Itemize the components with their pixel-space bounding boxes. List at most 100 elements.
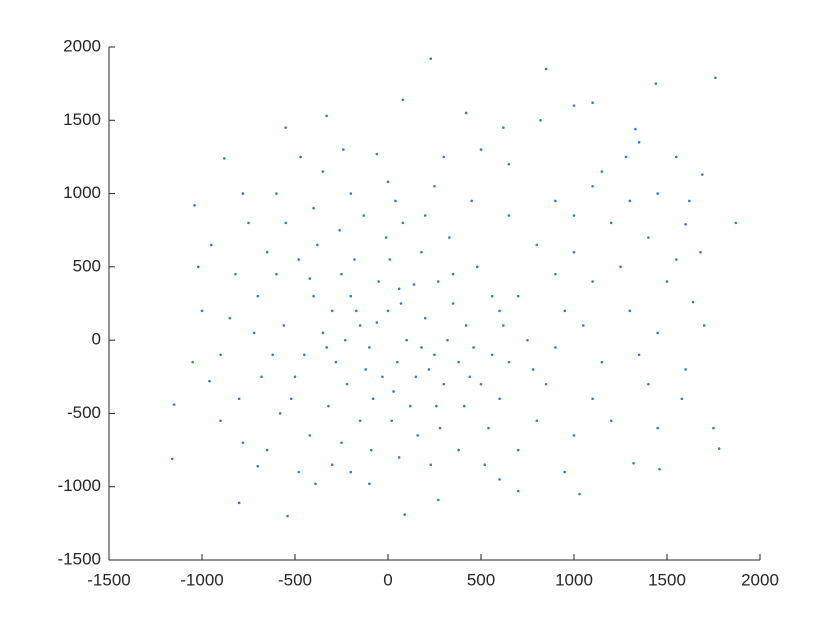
point bbox=[684, 223, 687, 226]
point bbox=[312, 206, 315, 210]
point bbox=[442, 155, 446, 159]
point bbox=[210, 243, 213, 247]
point bbox=[234, 272, 237, 276]
point bbox=[241, 192, 245, 195]
point bbox=[526, 338, 529, 342]
point bbox=[544, 67, 548, 71]
point bbox=[284, 126, 288, 129]
point bbox=[462, 404, 466, 408]
point bbox=[572, 434, 576, 437]
point bbox=[634, 127, 637, 131]
point bbox=[327, 404, 330, 408]
point bbox=[289, 397, 293, 401]
x-tick-label: 500 bbox=[467, 570, 495, 589]
point bbox=[399, 302, 403, 305]
point bbox=[535, 243, 539, 247]
point bbox=[637, 353, 641, 357]
point bbox=[680, 397, 684, 401]
point bbox=[688, 199, 691, 203]
point bbox=[297, 470, 301, 474]
point bbox=[416, 434, 420, 437]
point bbox=[464, 324, 468, 327]
point bbox=[712, 426, 715, 430]
point bbox=[338, 228, 341, 232]
point bbox=[208, 379, 211, 383]
point bbox=[355, 309, 358, 313]
point bbox=[228, 316, 232, 320]
point bbox=[609, 221, 613, 225]
point bbox=[342, 148, 345, 151]
point bbox=[219, 353, 222, 357]
point bbox=[516, 489, 520, 493]
point bbox=[498, 309, 501, 313]
point bbox=[591, 101, 594, 104]
point bbox=[349, 294, 353, 298]
point bbox=[423, 316, 427, 320]
point bbox=[325, 114, 328, 118]
point bbox=[384, 236, 388, 239]
point bbox=[507, 360, 511, 364]
point bbox=[386, 180, 390, 184]
point bbox=[427, 368, 431, 371]
y-tick-label: -1500 bbox=[58, 549, 101, 568]
point bbox=[464, 111, 468, 115]
point bbox=[539, 118, 542, 122]
point bbox=[647, 236, 650, 239]
point bbox=[656, 331, 659, 335]
point bbox=[628, 199, 632, 203]
point bbox=[420, 250, 423, 254]
point bbox=[340, 272, 343, 276]
point bbox=[433, 353, 436, 357]
point bbox=[278, 412, 282, 415]
y-tick-label: -1000 bbox=[58, 476, 101, 495]
point bbox=[386, 309, 390, 313]
point bbox=[582, 324, 585, 327]
point bbox=[448, 236, 451, 239]
point bbox=[479, 382, 483, 386]
point bbox=[691, 300, 695, 304]
point bbox=[619, 265, 622, 269]
point bbox=[699, 250, 702, 254]
point bbox=[293, 375, 297, 379]
point bbox=[368, 482, 371, 486]
point bbox=[479, 148, 483, 151]
point bbox=[369, 448, 373, 452]
point bbox=[554, 199, 557, 203]
y-tick-label: 1500 bbox=[63, 110, 101, 129]
point bbox=[535, 419, 539, 423]
point bbox=[275, 192, 278, 195]
y-tick-label: 0 bbox=[92, 330, 101, 349]
point bbox=[353, 258, 356, 261]
point bbox=[423, 214, 427, 217]
y-tick-label: -500 bbox=[67, 403, 101, 422]
point bbox=[265, 448, 269, 452]
point bbox=[340, 441, 343, 445]
point bbox=[490, 353, 494, 357]
y-tick-label: 1000 bbox=[63, 183, 101, 202]
point bbox=[472, 346, 475, 349]
point bbox=[321, 331, 325, 335]
point bbox=[647, 382, 650, 386]
x-tick-label: -1500 bbox=[87, 570, 130, 589]
point bbox=[498, 478, 501, 481]
point bbox=[701, 173, 704, 176]
point bbox=[507, 214, 511, 217]
point bbox=[377, 280, 381, 283]
plot-area bbox=[170, 57, 738, 518]
point bbox=[656, 426, 659, 430]
point bbox=[260, 375, 263, 379]
point bbox=[507, 162, 511, 166]
point bbox=[734, 221, 738, 225]
point bbox=[429, 463, 433, 467]
point bbox=[563, 309, 566, 313]
point bbox=[572, 104, 576, 107]
point bbox=[632, 461, 635, 465]
point bbox=[572, 250, 576, 254]
point bbox=[702, 324, 706, 327]
point bbox=[299, 155, 302, 159]
point bbox=[375, 321, 379, 324]
point bbox=[286, 514, 289, 518]
point bbox=[343, 338, 347, 342]
point bbox=[429, 57, 433, 61]
point bbox=[403, 513, 407, 516]
